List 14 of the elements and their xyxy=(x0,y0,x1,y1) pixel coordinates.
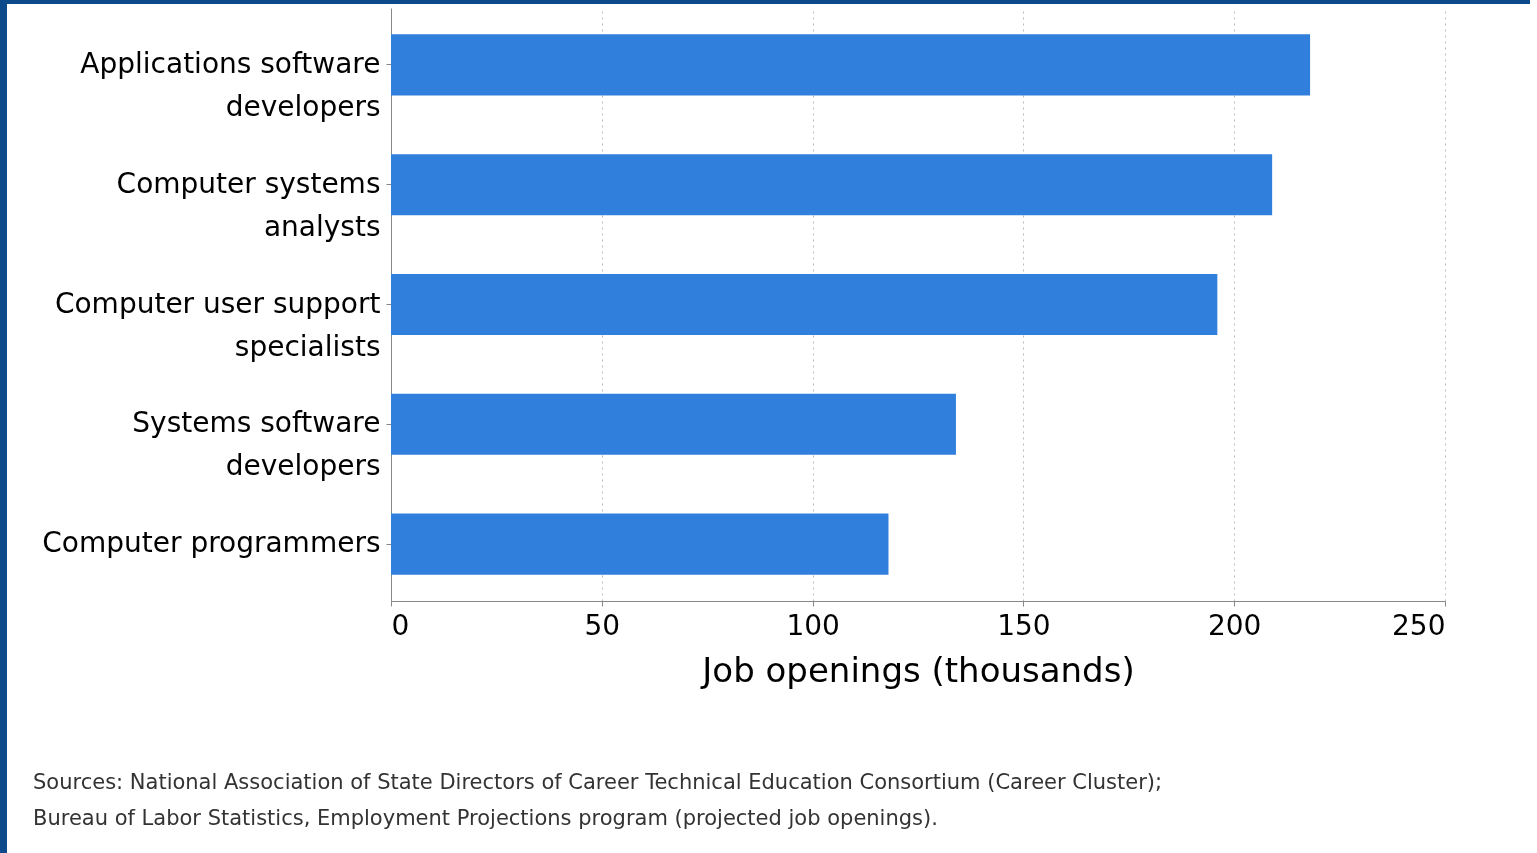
y-tick-label: Applications software developers xyxy=(80,46,381,123)
y-tick-label: Computer systems analysts xyxy=(116,166,381,243)
x-tick-label: 150 xyxy=(997,608,1051,642)
text: Bureau of Labor Statistics, Employment Projections program (projected job openings). xyxy=(33,805,939,832)
x-tick-label: 100 xyxy=(786,608,840,642)
y-tick-label: Systems software developers xyxy=(132,406,381,483)
x-axis-title: Job openings (thousands) xyxy=(700,649,1135,690)
source-note: Sources: National Association of State Directors of Career Technical Education Consortium (Career Cluster); xyxy=(33,769,1163,796)
x-tick-label: 0 xyxy=(391,608,410,642)
y-tick-label: Computer user support specialists xyxy=(54,286,381,363)
x-tick-label: 250 xyxy=(1392,608,1446,642)
x-tick-label: 50 xyxy=(584,608,621,642)
x-tick-label: 200 xyxy=(1207,608,1262,642)
y-tick-label: Computer programmers xyxy=(42,526,381,560)
